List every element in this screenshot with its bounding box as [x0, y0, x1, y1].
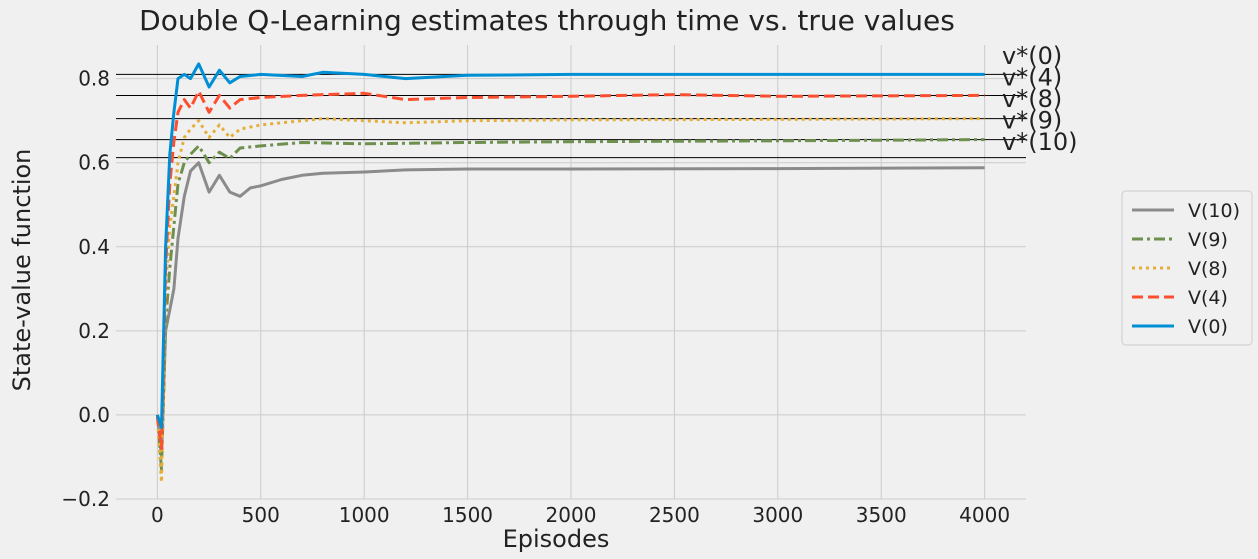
x-tick-label: 2000	[546, 503, 597, 527]
x-tick-label: 2500	[649, 503, 700, 527]
reference-line-label: v*(4)	[1002, 64, 1062, 92]
y-tick-label: 0.0	[78, 403, 110, 427]
legend-entry: V(8)	[1188, 258, 1228, 280]
series-line	[155, 62, 985, 429]
y-tick-label: −0.2	[61, 487, 110, 511]
x-tick-label: 0	[151, 503, 164, 527]
x-tick-label: 3500	[856, 503, 907, 527]
legend-entry: V(9)	[1188, 229, 1228, 251]
chart-title: Double Q-Learning estimates through time…	[139, 4, 955, 37]
y-tick-label: 0.2	[78, 319, 110, 343]
legend-entry: V(4)	[1188, 287, 1228, 309]
series-line	[155, 161, 985, 459]
y-tick-label: 0.8	[78, 67, 110, 91]
y-tick-label: 0.4	[78, 235, 110, 259]
reference-line-label: v*(8)	[1002, 85, 1062, 113]
gridlines	[116, 45, 1026, 500]
legend-entry: V(10)	[1188, 200, 1240, 222]
y-axis-label: State-value function	[8, 149, 36, 392]
series-line	[155, 117, 985, 484]
x-tick-label: 1500	[442, 503, 493, 527]
x-axis-label: Episodes	[503, 525, 610, 553]
x-tick-label: 500	[242, 503, 280, 527]
series-line	[155, 89, 985, 451]
reference-line-label: v*(0)	[1002, 42, 1062, 70]
y-tick-label: 0.6	[78, 151, 110, 175]
y-ticks: −0.2 0.0 0.2 0.4 0.6 0.8	[61, 67, 110, 511]
x-ticks: 0 500 1000 1500 2000 2500 3000 3500 4000	[151, 503, 1010, 527]
reference-lines: v*(0)v*(4)v*(8)v*(9)v*(10)	[116, 42, 1077, 159]
x-tick-label: 4000	[959, 503, 1010, 527]
legend: V(10) V(9) V(8) V(4) V(0)	[1121, 190, 1253, 346]
x-tick-label: 3000	[752, 503, 803, 527]
legend-entry: V(0)	[1188, 316, 1228, 338]
plot-series	[155, 62, 985, 484]
legend-box	[1121, 190, 1253, 346]
reference-line-label: v*(10)	[1002, 128, 1077, 156]
x-tick-label: 1000	[339, 503, 390, 527]
series-line	[155, 138, 985, 472]
reference-line-label: v*(9)	[1002, 107, 1062, 135]
